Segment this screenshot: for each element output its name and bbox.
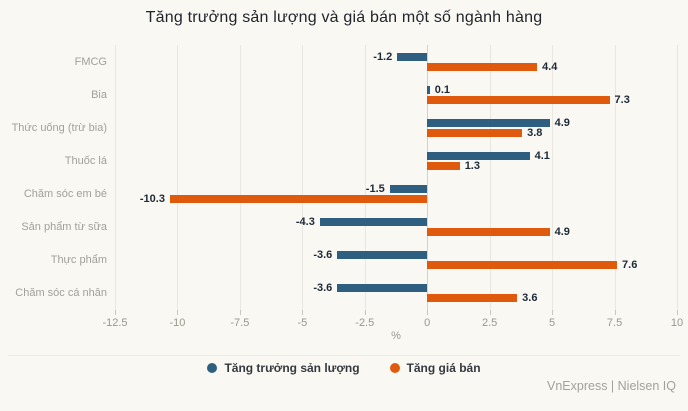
bar-volume[interactable]: [427, 118, 550, 127]
x-axis-tick: [177, 310, 179, 315]
value-label: 4.9: [554, 116, 570, 129]
gridline: [489, 45, 491, 310]
value-label: 3.6: [522, 292, 538, 305]
legend-marker-icon: [389, 363, 400, 373]
bar-price[interactable]: [169, 195, 428, 204]
category-label: Thức uống (trừ bia): [11, 121, 107, 134]
bar-volume[interactable]: [319, 218, 428, 227]
y-axis-category-labels: FMCG Bia Thức uống (trừ bia) Thuốc lá Chăm s…: [0, 45, 107, 310]
value-label: 3.8: [527, 126, 543, 139]
value-label: -4.3: [295, 216, 315, 229]
bar-volume[interactable]: [337, 251, 428, 260]
category-label: Thuốc lá: [64, 154, 107, 167]
x-axis-tick: [614, 310, 616, 315]
bar-price[interactable]: [427, 128, 523, 137]
x-axis-tick: [302, 310, 304, 315]
x-axis-tick: [239, 310, 241, 315]
gridline: [677, 45, 678, 310]
x-axis-tick: [552, 310, 554, 315]
value-label: -1.2: [373, 50, 393, 63]
gridline: [552, 45, 554, 310]
value-label: 4.9: [554, 226, 570, 239]
gridline: [364, 45, 366, 310]
x-axis-tick: [364, 310, 366, 315]
x-axis-label: %: [391, 330, 401, 342]
bar-price[interactable]: [427, 161, 460, 170]
x-axis-tick: [115, 310, 116, 315]
gridline: [302, 45, 304, 310]
x-axis-tick-label: 2.5: [482, 317, 498, 329]
bar-price[interactable]: [427, 228, 550, 237]
chart-title: Tăng trưởng sản lượng và giá bán một số …: [145, 9, 543, 26]
x-axis-tick-label: -10: [169, 317, 186, 329]
gridline: [614, 45, 616, 310]
legend-marker-icon: [207, 363, 218, 373]
value-label: 7.3: [614, 93, 630, 106]
plot-area: -12.5 -10 -7.5 -5 -2.5 0 2.5 5 7.5 10 -1.2 4.4 0.1 7.…: [102, 45, 683, 329]
value-label: 4.4: [542, 60, 558, 73]
bar-price[interactable]: [427, 62, 538, 71]
gridline: [177, 45, 179, 310]
value-label: 0.1: [434, 83, 451, 96]
bar-volume[interactable]: [337, 284, 428, 293]
x-axis-tick: [489, 310, 491, 315]
category-label: Chăm sóc cá nhân: [15, 287, 107, 300]
category-label: FMCG: [74, 55, 107, 68]
category-label: Bia: [91, 88, 107, 101]
x-axis-tick-label: -7.5: [230, 317, 250, 329]
legend: Tăng trưởng sản lượng Tăng giá bán: [0, 359, 688, 377]
gridline: [239, 45, 241, 310]
x-axis-tick-label: 7.5: [606, 317, 623, 329]
x-axis-tick-label: -2.5: [355, 317, 375, 329]
legend-item-label: Tăng trưởng sản lượng: [224, 361, 360, 375]
category-label: Thực phẩm: [50, 254, 107, 267]
category-label: Sản phẩm từ sữa: [21, 221, 107, 234]
value-label: 7.6: [622, 259, 638, 272]
gridline: [115, 45, 116, 310]
bar-price[interactable]: [427, 261, 618, 270]
value-label: 1.3: [464, 159, 480, 172]
value-label: -1.5: [365, 183, 385, 196]
x-axis-tick-label: -5: [297, 317, 308, 329]
value-label: -10.3: [139, 193, 165, 206]
bar-price[interactable]: [427, 95, 610, 104]
value-label: 4.1: [534, 149, 550, 162]
legend-item[interactable]: Tăng trưởng sản lượng: [207, 361, 360, 375]
zero-gridline: [427, 45, 429, 310]
legend-item[interactable]: Tăng giá bán: [389, 361, 481, 375]
value-label: -3.6: [313, 249, 333, 262]
x-axis-tick-label: 0: [424, 317, 431, 329]
category-label: Chăm sóc em bé: [23, 188, 107, 201]
bar-price[interactable]: [427, 294, 518, 303]
x-axis-tick-label: -12.5: [102, 317, 128, 329]
x-axis-tick-label: 10: [670, 317, 684, 329]
bar-volume[interactable]: [427, 85, 430, 94]
x-axis-tick-label: 5: [549, 317, 556, 329]
legend-item-label: Tăng giá bán: [406, 361, 481, 375]
bar-volume[interactable]: [389, 185, 428, 194]
x-axis-tick: [427, 310, 429, 315]
bar-volume[interactable]: [427, 151, 530, 160]
source-credit: VnExpress | Nielsen IQ: [547, 379, 676, 393]
bar-volume[interactable]: [397, 52, 428, 61]
x-axis-tick: [677, 310, 678, 315]
value-label: -3.6: [313, 282, 333, 295]
legend-divider: [8, 355, 680, 356]
